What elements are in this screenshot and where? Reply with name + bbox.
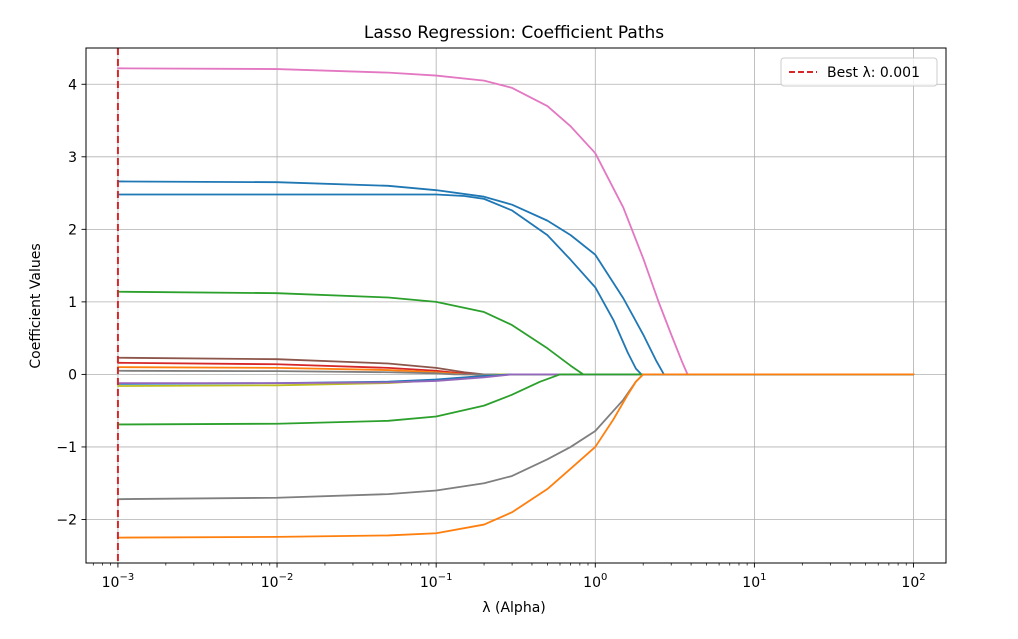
x-tick-label: 102 bbox=[901, 572, 925, 591]
chart-title: Lasso Regression: Coefficient Paths bbox=[364, 23, 664, 43]
x-tick-label: 10−3 bbox=[102, 572, 135, 591]
series-coef-orange bbox=[117, 373, 915, 539]
y-tick-label: 2 bbox=[68, 222, 77, 238]
x-tick-label: 10−1 bbox=[420, 572, 453, 591]
y-axis-label: Coefficient Values bbox=[28, 243, 44, 368]
y-tick-label: 4 bbox=[68, 77, 77, 93]
y-tick-label: 1 bbox=[68, 295, 77, 311]
legend-box bbox=[780, 57, 938, 87]
legend: Best λ: 0.001 bbox=[780, 57, 938, 87]
series-coef-blue-a bbox=[117, 180, 915, 376]
y-tick-label: 0 bbox=[68, 367, 77, 383]
series-coef-pink bbox=[117, 67, 915, 376]
legend-best-lambda-label: Best λ: 0.001 bbox=[827, 65, 920, 81]
x-tick-label: 10−2 bbox=[261, 572, 294, 591]
y-axis-ticks: −2 −1 0 1 2 3 4 bbox=[56, 77, 86, 528]
y-tick-label: −1 bbox=[56, 440, 77, 456]
x-tick-label: 100 bbox=[583, 572, 607, 591]
series-coef-purple bbox=[117, 373, 915, 385]
x-minor-ticks bbox=[92, 563, 907, 566]
plot-frame bbox=[85, 47, 947, 564]
y-tick-label: 3 bbox=[68, 150, 77, 166]
x-axis-ticks: 10−3 10−2 10−1 100 101 102 bbox=[102, 563, 926, 591]
series-coef-green-pos bbox=[117, 290, 915, 376]
coefficient-lines bbox=[117, 67, 915, 539]
series-coef-blue-b bbox=[117, 193, 915, 376]
y-tick-label: −2 bbox=[56, 512, 77, 528]
series-coef-green-neg bbox=[117, 373, 915, 426]
x-tick-label: 101 bbox=[742, 572, 766, 591]
x-axis-label: λ (Alpha) bbox=[482, 600, 545, 616]
